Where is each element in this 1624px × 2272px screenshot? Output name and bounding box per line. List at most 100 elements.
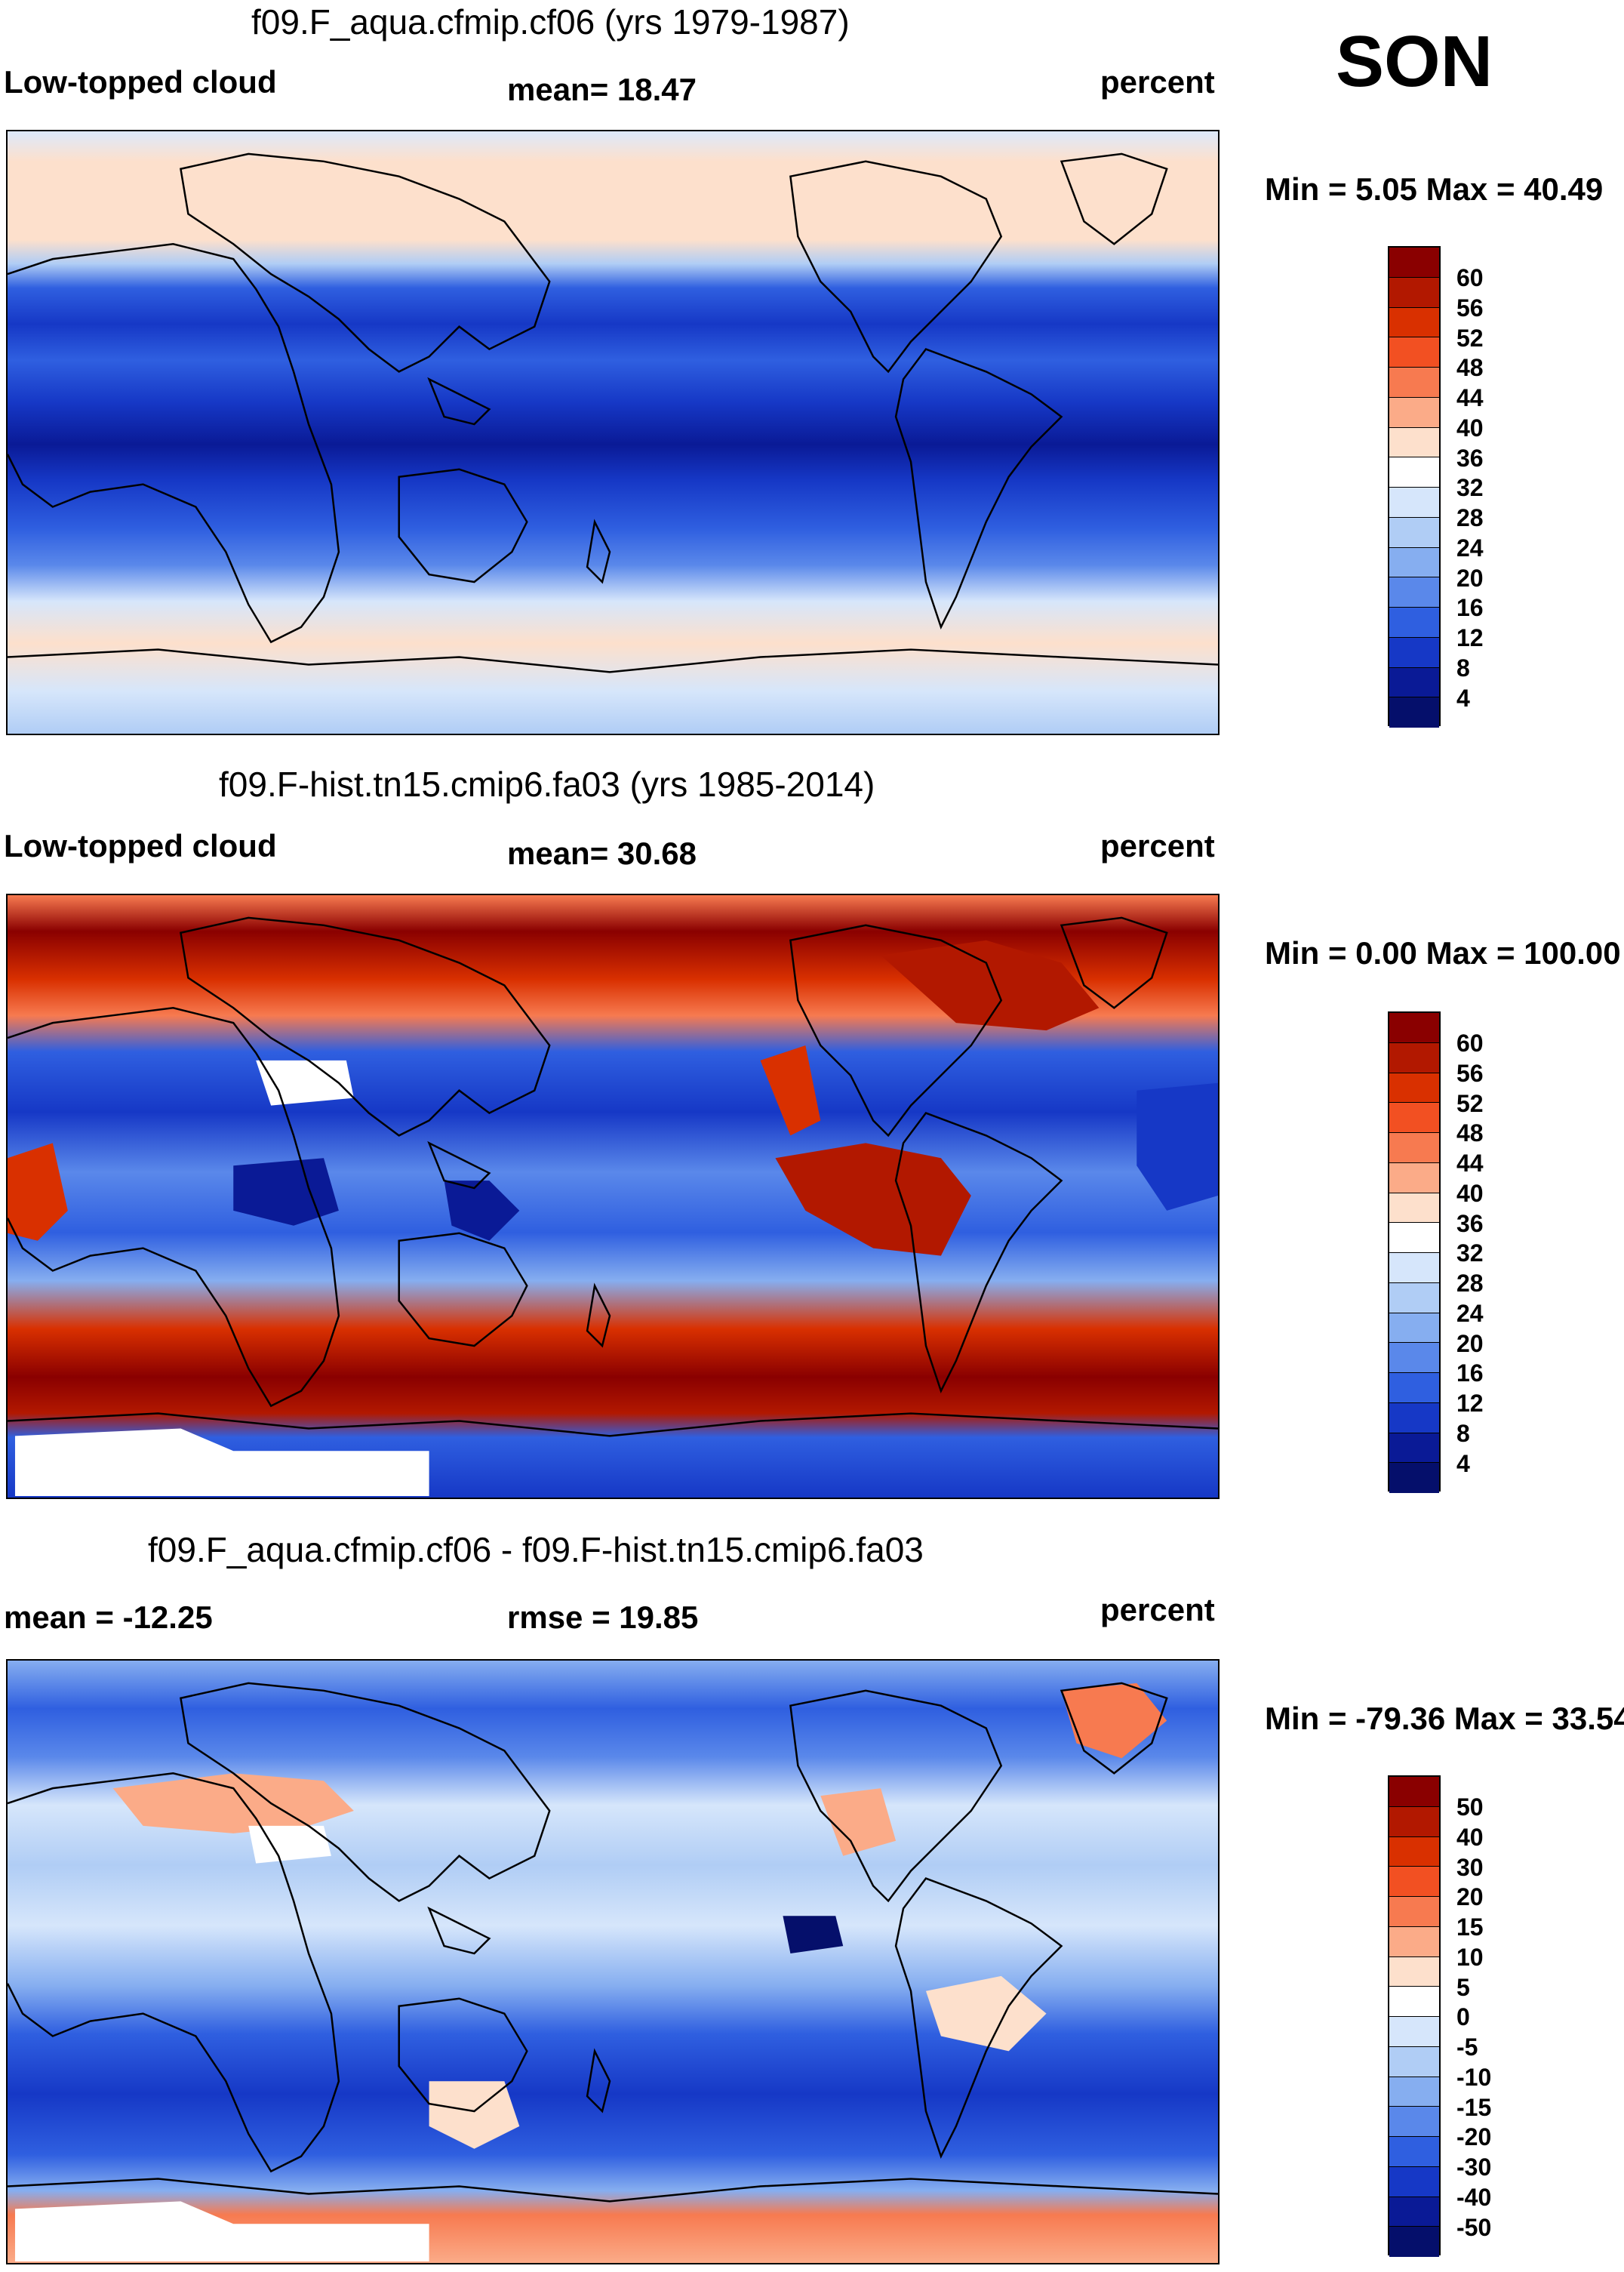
panel-2-mean-label: mean= 30.68 xyxy=(507,836,697,871)
panel-1-colorbar-tick: 16 xyxy=(1456,594,1484,621)
panel-2-colorbar-tick: 4 xyxy=(1456,1450,1470,1477)
panel-1-variable-label: Low-topped cloud xyxy=(4,64,277,100)
panel-1-colorbar-tick: 32 xyxy=(1456,474,1484,501)
panel-3-colorbar-tick: 5 xyxy=(1456,1974,1470,2001)
panel-2-colorbar-swatch xyxy=(1389,1133,1439,1163)
panel-2-colorbar-swatch xyxy=(1389,1343,1439,1373)
panel-2-minmax-label: Min = 0.00 Max = 100.00 xyxy=(1265,935,1621,971)
panel-1-colorbar-swatch xyxy=(1389,667,1439,698)
panel-2-colorbar-tick: 28 xyxy=(1456,1270,1484,1297)
panel-3-colorbar-swatch xyxy=(1389,2017,1439,2047)
panel-1-colorbar-tick: 20 xyxy=(1456,565,1484,592)
panel-1-colorbar-tick: 8 xyxy=(1456,654,1470,682)
panel-2-map-field xyxy=(8,895,1218,1498)
panel-2-colorbar-swatch xyxy=(1389,1433,1439,1464)
panel-2-colorbar-swatch xyxy=(1389,1282,1439,1313)
panel-3-colorbar-swatch xyxy=(1389,1987,1439,2017)
panel-1-colorbar-tick: 12 xyxy=(1456,624,1484,651)
panel-1-colorbar-tick: 52 xyxy=(1456,325,1484,352)
panel-3-colorbar-swatch xyxy=(1389,1926,1439,1957)
panel-2-colorbar-tick: 56 xyxy=(1456,1060,1484,1087)
panel-3-colorbar-tick: 15 xyxy=(1456,1913,1484,1941)
panel-1-colorbar-swatch xyxy=(1389,368,1439,398)
panel-3-colorbar-tick: 30 xyxy=(1456,1854,1484,1881)
panel-2-colorbar-tick: 60 xyxy=(1456,1030,1484,1057)
panel-3-colorbar-tick: -40 xyxy=(1456,2184,1492,2211)
panel-3-colorbar xyxy=(1388,1775,1441,2257)
panel-2-colorbar-swatch xyxy=(1389,1042,1439,1073)
panel-3-map xyxy=(6,1659,1220,2264)
panel-3-colorbar-swatch xyxy=(1389,1836,1439,1867)
panel-2-colorbar-swatch xyxy=(1389,1373,1439,1403)
panel-2-colorbar-tick: 44 xyxy=(1456,1150,1484,1177)
panel-3-mean-label: mean = -12.25 xyxy=(4,1599,213,1635)
panel-1-colorbar-swatch xyxy=(1389,547,1439,578)
panel-3-colorbar-tick: 40 xyxy=(1456,1824,1484,1851)
panel-1-colorbar-swatch xyxy=(1389,277,1439,308)
panel-1-title: f09.F_aqua.cfmip.cf06 (yrs 1979-1987) xyxy=(251,2,850,42)
panel-1-colorbar-tick: 48 xyxy=(1456,354,1484,381)
panel-3-colorbar-swatch xyxy=(1389,2046,1439,2077)
panel-3-colorbar-swatch xyxy=(1389,2137,1439,2167)
panel-1-colorbar-swatch xyxy=(1389,577,1439,608)
panel-1-minmax-label: Min = 5.05 Max = 40.49 xyxy=(1265,171,1604,207)
panel-2-colorbar-swatch xyxy=(1389,1193,1439,1224)
panel-3-colorbar-tick: 20 xyxy=(1456,1883,1484,1910)
panel-3-colorbar-tick: 10 xyxy=(1456,1944,1484,1971)
panel-3-colorbar-swatch xyxy=(1389,1956,1439,1987)
panel-3-colorbar-swatch xyxy=(1389,1897,1439,1927)
panel-3-colorbar-swatch xyxy=(1389,2166,1439,2197)
panel-1-colorbar-tick: 24 xyxy=(1456,534,1484,562)
panel-2-coastlines xyxy=(8,916,1218,1437)
panel-1-colorbar-swatch xyxy=(1389,637,1439,668)
panel-2-colorbar-tick: 36 xyxy=(1456,1210,1484,1237)
panel-1-colorbar-swatch xyxy=(1389,397,1439,428)
panel-2-colorbar-tick: 24 xyxy=(1456,1300,1484,1327)
panel-1-mean-label: mean= 18.47 xyxy=(507,72,697,107)
panel-3-map-field xyxy=(8,1661,1218,2263)
panel-1-colorbar-tick: 28 xyxy=(1456,504,1484,531)
panel-1-colorbar-tick: 56 xyxy=(1456,294,1484,322)
panel-3-colorbar-swatch xyxy=(1389,2197,1439,2227)
panel-3-colorbar-tick: -50 xyxy=(1456,2214,1492,2241)
panel-2-colorbar-swatch xyxy=(1389,1162,1439,1193)
panel-2-colorbar-tick: 20 xyxy=(1456,1330,1484,1357)
panel-2-map xyxy=(6,894,1220,1499)
panel-2-colorbar-tick: 16 xyxy=(1456,1359,1484,1387)
panel-3-colorbar-swatch xyxy=(1389,2227,1439,2257)
panel-1-colorbar-swatch xyxy=(1389,337,1439,368)
panel-3-title: f09.F_aqua.cfmip.cf06 - f09.F-hist.tn15.… xyxy=(148,1530,924,1569)
panel-1-colorbar-swatch xyxy=(1389,608,1439,638)
panel-1-colorbar-tick: 4 xyxy=(1456,685,1470,712)
panel-1-colorbar-tick: 60 xyxy=(1456,264,1484,291)
panel-2-colorbar-tick: 52 xyxy=(1456,1090,1484,1117)
season-label: SON xyxy=(1336,21,1493,102)
panel-3-colorbar-swatch xyxy=(1389,1867,1439,1897)
panel-3-colorbar-swatch xyxy=(1389,1777,1439,1807)
panel-3-colorbar-tick: 0 xyxy=(1456,2003,1470,2030)
panel-1-colorbar-swatch xyxy=(1389,307,1439,338)
panel-3-colorbar-swatch xyxy=(1389,1806,1439,1837)
panel-2-title: f09.F-hist.tn15.cmip6.fa03 (yrs 1985-201… xyxy=(219,765,875,804)
panel-1-units-label: percent xyxy=(1100,64,1215,100)
panel-2-colorbar-tick: 8 xyxy=(1456,1420,1470,1447)
panel-2-colorbar-swatch xyxy=(1389,1313,1439,1344)
panel-2-colorbar-tick: 48 xyxy=(1456,1119,1484,1147)
panel-2-colorbar-tick: 32 xyxy=(1456,1239,1484,1267)
panel-3-colorbar-tick: -20 xyxy=(1456,2123,1492,2150)
panel-2-colorbar-swatch xyxy=(1389,1253,1439,1283)
panel-1-colorbar-tick: 44 xyxy=(1456,384,1484,411)
panel-3-colorbar-tick: -15 xyxy=(1456,2094,1492,2121)
panel-3-colorbar-tick: -10 xyxy=(1456,2064,1492,2091)
panel-1-colorbar-swatch xyxy=(1389,517,1439,548)
panel-1-map xyxy=(6,130,1220,735)
panel-2-colorbar xyxy=(1388,1011,1441,1493)
panel-1-coastlines xyxy=(8,152,1218,673)
panel-2-colorbar-swatch xyxy=(1389,1103,1439,1133)
panel-1-colorbar-swatch xyxy=(1389,427,1439,458)
panel-1-colorbar-swatch xyxy=(1389,457,1439,488)
panel-1-colorbar-swatch xyxy=(1389,488,1439,518)
panel-2-colorbar-tick: 12 xyxy=(1456,1390,1484,1417)
panel-3-colorbar-swatch xyxy=(1389,2107,1439,2137)
panel-2-colorbar-swatch xyxy=(1389,1073,1439,1104)
